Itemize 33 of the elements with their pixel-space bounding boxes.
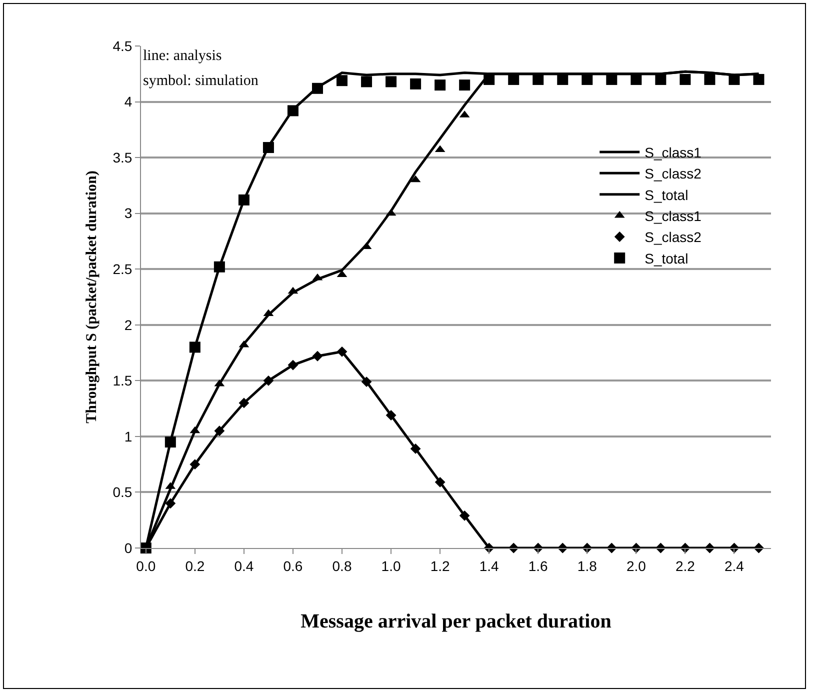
legend-label: S_class1 xyxy=(644,208,702,224)
y-tick-label: 2 xyxy=(124,316,132,333)
y-tick-label: 3.5 xyxy=(112,149,132,166)
y-tick-label: 4 xyxy=(124,94,132,110)
x-tick-label: 1.0 xyxy=(381,558,401,574)
legend-label: S_class1 xyxy=(644,144,702,160)
x-tick-label: 1.4 xyxy=(479,558,500,574)
y-axis-title: Throughput S (packet/packet duration) xyxy=(84,170,100,424)
x-tick-label: 1.6 xyxy=(528,558,548,574)
legend-label: S_total xyxy=(644,186,688,203)
x-tick-label: 0.2 xyxy=(185,558,205,574)
annotation: symbol: simulation xyxy=(143,73,259,89)
legend-label: S_class2 xyxy=(644,229,702,246)
x-tick-label: 1.8 xyxy=(577,558,598,574)
y-tick-label: 4.5 xyxy=(112,38,132,54)
y-tick-label: 2.5 xyxy=(112,261,132,278)
x-tick-label: 0.0 xyxy=(136,558,156,574)
legend-label: S_total xyxy=(644,250,688,266)
x-axis-title: Message arrival per packet duration xyxy=(300,610,612,632)
y-tick-label: 3 xyxy=(124,205,132,222)
x-tick-label: 2.2 xyxy=(675,558,696,574)
x-tick-label: 0.6 xyxy=(283,558,303,574)
y-tick-label: 1 xyxy=(124,428,132,444)
x-tick-label: 0.8 xyxy=(332,558,352,574)
y-tick-label: 0.5 xyxy=(112,484,132,500)
x-tick-label: 2.0 xyxy=(626,558,646,574)
x-tick-label: 2.4 xyxy=(724,558,744,574)
y-tick-label: 0 xyxy=(124,540,132,556)
annotation: line: analysis xyxy=(143,48,222,64)
legend-label: S_class2 xyxy=(644,166,702,182)
x-tick-label: 0.4 xyxy=(234,558,254,574)
x-tick-label: 1.2 xyxy=(430,558,450,574)
y-tick-label: 1.5 xyxy=(112,372,132,389)
